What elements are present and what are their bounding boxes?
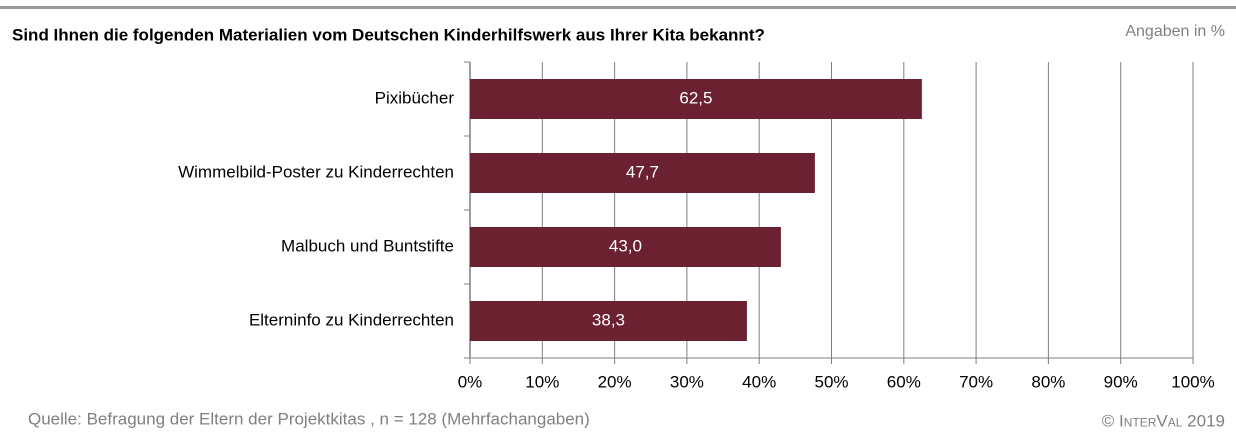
x-tick-label: 80% bbox=[1031, 372, 1065, 391]
bar bbox=[470, 153, 815, 193]
x-tick-label: 100% bbox=[1171, 372, 1214, 391]
x-tick-label: 30% bbox=[670, 372, 704, 391]
x-tick-label: 60% bbox=[887, 372, 921, 391]
bar bbox=[470, 301, 747, 341]
value-label: 43,0 bbox=[609, 236, 642, 255]
bar bbox=[470, 79, 922, 119]
value-label: 47,7 bbox=[626, 162, 659, 181]
x-tick-label: 0% bbox=[458, 372, 483, 391]
copyright: © InterVal 2019 bbox=[1102, 411, 1225, 430]
x-tick-label: 20% bbox=[598, 372, 632, 391]
source: Quelle: Befragung der Eltern der Projekt… bbox=[28, 409, 590, 428]
x-tick-label: 40% bbox=[742, 372, 776, 391]
x-tick-label: 70% bbox=[959, 372, 993, 391]
chart-title: Sind Ihnen die folgenden Materialien vom… bbox=[12, 25, 765, 44]
y-tick-label: Elterninfo zu Kinderrechten bbox=[249, 310, 454, 329]
y-tick-label: Pixibücher bbox=[375, 88, 455, 107]
y-tick-label: Wimmelbild-Poster zu Kinderrechten bbox=[178, 162, 454, 181]
top-rule bbox=[0, 6, 1236, 9]
bar bbox=[470, 227, 781, 267]
x-tick-label: 90% bbox=[1104, 372, 1138, 391]
x-tick-label: 50% bbox=[814, 372, 848, 391]
value-label: 62,5 bbox=[679, 88, 712, 107]
y-tick-label: Malbuch und Buntstifte bbox=[281, 236, 454, 255]
x-tick-label: 10% bbox=[525, 372, 559, 391]
value-label: 38,3 bbox=[592, 310, 625, 329]
unit-note: Angaben in % bbox=[1125, 23, 1225, 40]
